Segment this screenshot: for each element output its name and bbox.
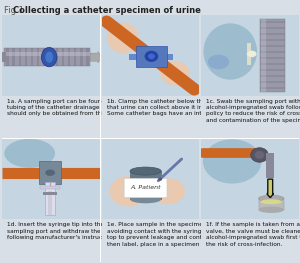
Bar [260, 39, 285, 41]
Ellipse shape [110, 176, 148, 206]
Text: 1b. Clamp the catheter below the port so
that urine can collect above it in the : 1b. Clamp the catheter below the port so… [106, 99, 238, 117]
Bar [62, 48, 64, 66]
Bar [260, 27, 285, 29]
Bar [259, 199, 284, 210]
Ellipse shape [255, 151, 264, 159]
Bar [247, 43, 251, 65]
Bar [130, 171, 161, 199]
Ellipse shape [158, 178, 162, 181]
Bar [56, 48, 58, 66]
Text: Collecting a catheter specimen of urine: Collecting a catheter specimen of urine [13, 6, 200, 15]
Text: A. Patient: A. Patient [130, 185, 161, 190]
Ellipse shape [41, 47, 57, 67]
Ellipse shape [130, 195, 161, 203]
Bar [43, 48, 46, 66]
Bar [260, 69, 285, 71]
Bar [48, 191, 52, 215]
Bar [25, 48, 27, 66]
Ellipse shape [4, 139, 55, 168]
Ellipse shape [203, 23, 257, 80]
Ellipse shape [151, 178, 185, 204]
Ellipse shape [251, 148, 268, 162]
Bar [74, 48, 76, 66]
Bar [86, 48, 89, 66]
Bar [37, 48, 40, 66]
Text: 1c. Swab the sampling port with an
alcohol-impregnated swab following local
poli: 1c. Swab the sampling port with an alcoh… [206, 99, 300, 123]
Bar [13, 48, 15, 66]
Bar [31, 48, 33, 66]
Bar [4, 48, 90, 66]
Bar [260, 33, 285, 35]
Bar [260, 81, 285, 83]
Bar [136, 46, 167, 67]
Bar [260, 21, 285, 23]
Bar [260, 63, 285, 65]
Ellipse shape [259, 206, 284, 213]
FancyBboxPatch shape [124, 178, 167, 198]
Bar [40, 186, 60, 189]
Text: 1e. Place sample in the specimen pot,
avoiding contact with the syringe. Secure
: 1e. Place sample in the specimen pot, av… [106, 222, 241, 246]
Bar [260, 57, 285, 59]
Bar [163, 54, 173, 60]
Bar [266, 153, 274, 178]
Ellipse shape [203, 139, 262, 184]
Bar [40, 161, 61, 184]
Ellipse shape [45, 169, 55, 176]
FancyArrow shape [90, 52, 102, 63]
Ellipse shape [208, 55, 229, 69]
Ellipse shape [160, 61, 190, 85]
Bar [2, 52, 6, 62]
Bar [43, 192, 57, 195]
Bar [129, 54, 139, 60]
Text: 1f. If the sample is taken from a catheter
valve, the valve must be cleaned with: 1f. If the sample is taken from a cathet… [206, 222, 300, 246]
Ellipse shape [259, 195, 284, 202]
Ellipse shape [247, 51, 256, 57]
Ellipse shape [130, 167, 161, 175]
Ellipse shape [45, 52, 53, 63]
Text: Fig 1: Fig 1 [4, 6, 29, 15]
Bar [260, 45, 285, 47]
Bar [6, 48, 9, 66]
Bar [260, 87, 285, 89]
Bar [80, 48, 83, 66]
Bar [49, 48, 52, 66]
Ellipse shape [148, 53, 155, 59]
Bar [260, 75, 285, 77]
Ellipse shape [260, 199, 282, 204]
Ellipse shape [145, 51, 158, 62]
FancyArrow shape [267, 179, 274, 198]
Text: 1d. Insert the syringe tip into the
sampling port and withdraw the urine
followi: 1d. Insert the syringe tip into the samp… [7, 222, 118, 240]
Bar [260, 51, 285, 53]
Bar [262, 19, 266, 92]
Bar [19, 48, 21, 66]
Bar [68, 48, 70, 66]
Bar [45, 181, 55, 215]
Ellipse shape [108, 23, 139, 53]
Bar [4, 52, 90, 55]
Bar [260, 19, 285, 92]
Text: 1a. A sampling port can be found on the
tubing of the catheter drainage bag – ur: 1a. A sampling port can be found on the … [7, 99, 135, 117]
